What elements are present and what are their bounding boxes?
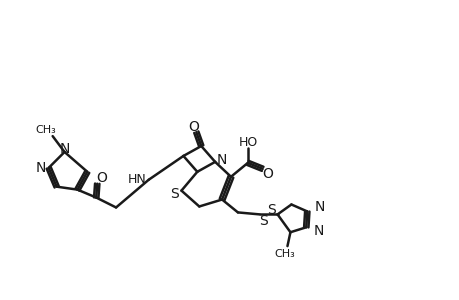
Text: CH₃: CH₃: [35, 125, 56, 135]
Text: N: N: [313, 200, 324, 214]
Text: N: N: [216, 153, 227, 167]
Text: O: O: [187, 120, 198, 134]
Text: HO: HO: [239, 136, 258, 148]
Text: N: N: [59, 142, 70, 156]
Text: N: N: [35, 161, 45, 175]
Text: CH₃: CH₃: [274, 249, 294, 259]
Text: HN: HN: [128, 173, 146, 186]
Text: O: O: [95, 171, 106, 185]
Text: S: S: [170, 187, 179, 201]
Text: S: S: [259, 214, 268, 228]
Text: N: N: [313, 224, 323, 238]
Text: S: S: [267, 203, 275, 218]
Text: O: O: [262, 167, 273, 181]
